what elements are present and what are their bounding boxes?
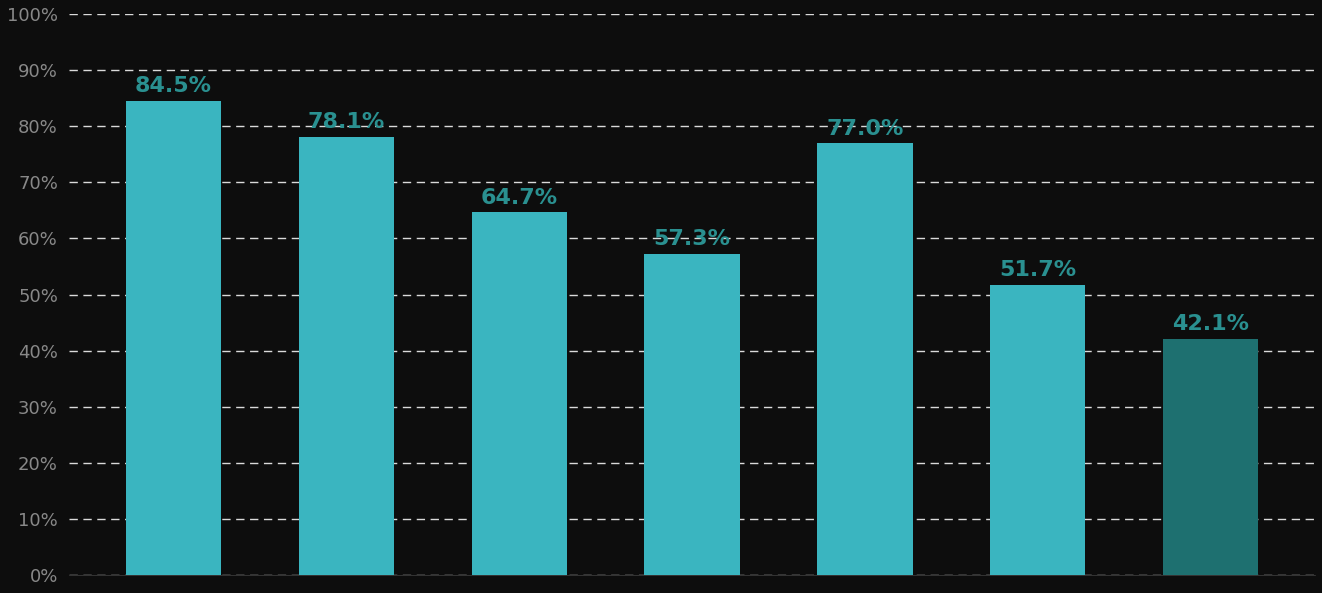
Bar: [472, 212, 567, 575]
Text: 84.5%: 84.5%: [135, 76, 212, 97]
Text: 78.1%: 78.1%: [308, 112, 385, 132]
Bar: [126, 101, 221, 575]
Text: 64.7%: 64.7%: [481, 187, 558, 208]
Text: 57.3%: 57.3%: [653, 229, 731, 249]
Bar: [299, 137, 394, 575]
Bar: [990, 285, 1085, 575]
Text: 77.0%: 77.0%: [826, 119, 904, 139]
Bar: [645, 254, 739, 575]
Text: 42.1%: 42.1%: [1173, 314, 1249, 334]
Text: 51.7%: 51.7%: [999, 260, 1076, 280]
Bar: [1163, 339, 1259, 575]
Bar: [817, 143, 912, 575]
